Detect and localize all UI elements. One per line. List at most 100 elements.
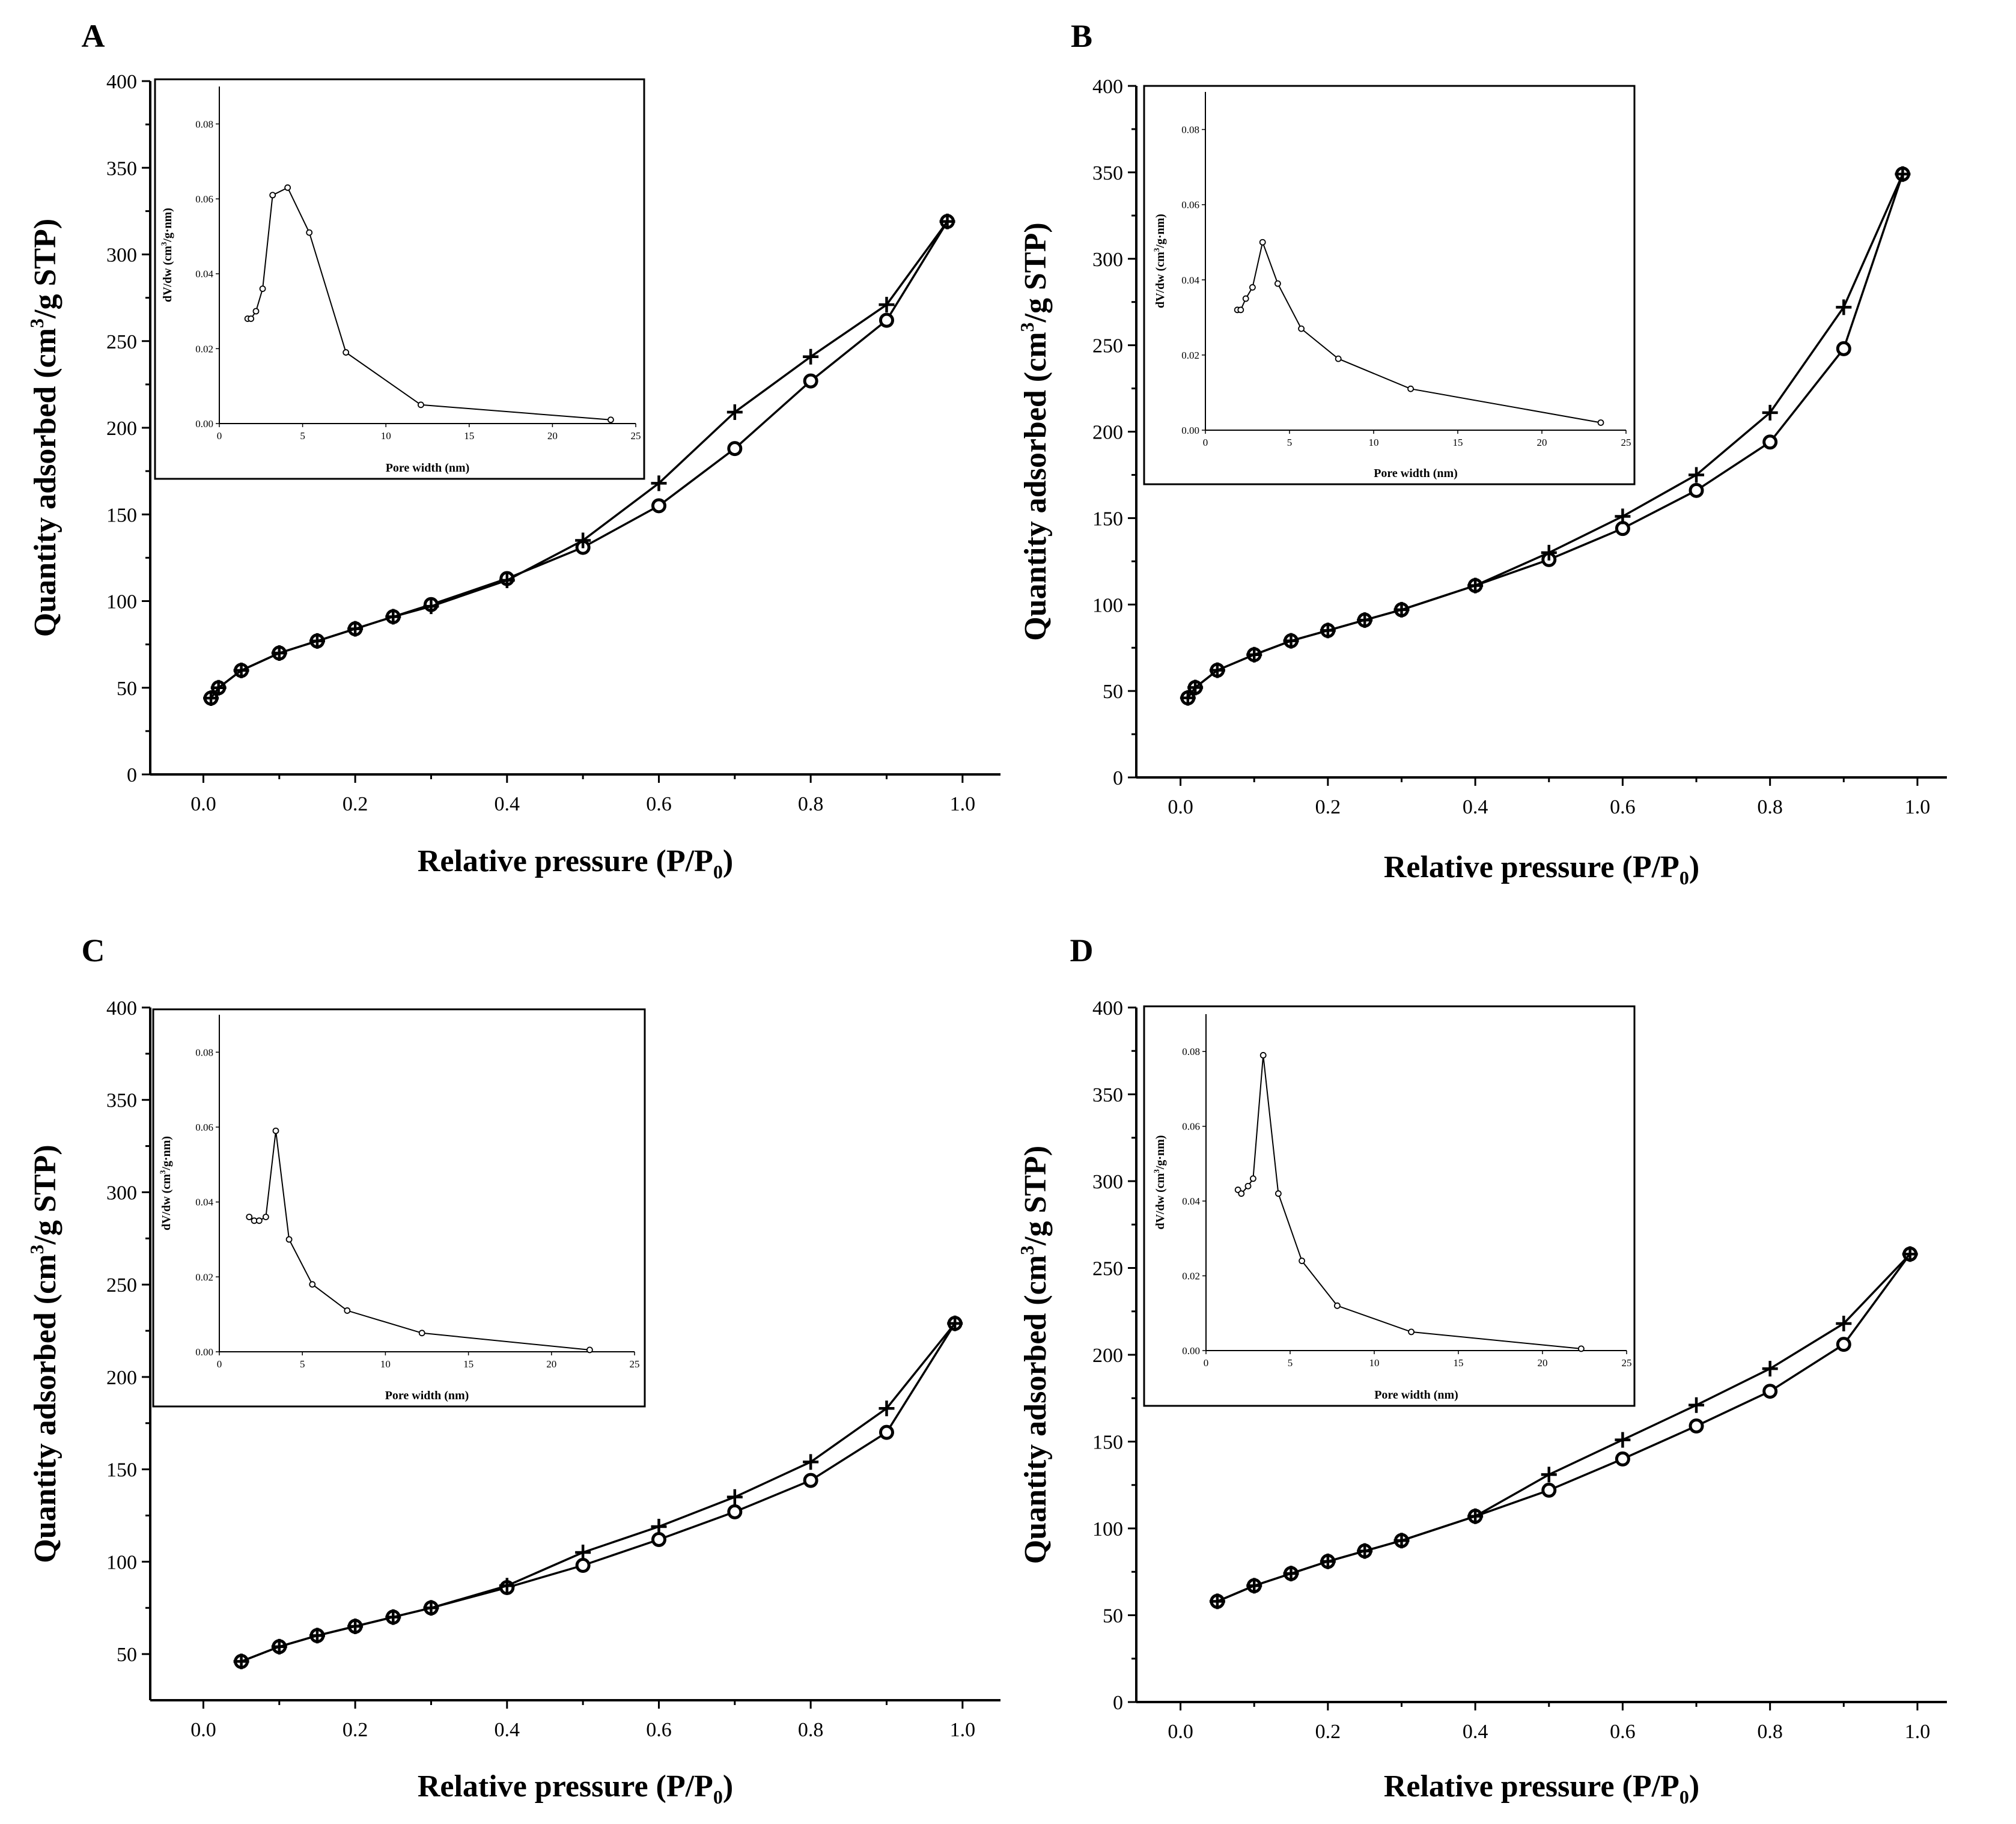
inset-series-line [1237, 1055, 1582, 1349]
y-tick-label: 250 [106, 1274, 137, 1297]
x-axis-label-close: ) [1689, 1769, 1699, 1804]
x-axis-label: Relative pressure (P/P0) [418, 1769, 733, 1808]
x-tick-label: 0.8 [798, 1719, 824, 1741]
desorption-point [947, 1315, 963, 1331]
y-tick-label: 0 [127, 764, 137, 786]
inset-x-tick-label: 0 [217, 430, 222, 442]
inset-y-tick-label: 0.08 [195, 118, 213, 130]
desorption-point [1357, 612, 1373, 628]
y-tick-label: 200 [1092, 422, 1123, 444]
inset-y-axis-label-sup: 3 [158, 1170, 167, 1174]
panel-label: A [82, 18, 105, 54]
inset-x-tick-label: 5 [300, 1358, 305, 1370]
inset-y-axis-label: dV/dw (cm3/g·nm) [1152, 1135, 1167, 1229]
inset-x-tick-label: 10 [1369, 437, 1379, 448]
desorption-point [385, 1609, 401, 1625]
x-tick-label: 1.0 [1905, 1721, 1931, 1743]
inset-data-point [246, 1214, 253, 1220]
adsorption-point [1689, 1418, 1704, 1433]
desorption-point [1836, 299, 1852, 315]
desorption-point [651, 475, 667, 491]
adsorption-point [1762, 434, 1778, 450]
inset-y-tick-label: 0.04 [195, 269, 213, 280]
desorption-point [1393, 1533, 1410, 1549]
inset-y-tick-label: 0.06 [1181, 199, 1199, 211]
inset-y-tick-label: 0.04 [1182, 1196, 1200, 1207]
x-tick-label: 0.2 [1315, 1721, 1341, 1743]
desorption-point [1836, 1315, 1852, 1331]
inset-frame [152, 1008, 646, 1408]
y-tick-label: 150 [1092, 1432, 1123, 1454]
inset-y-tick-label: 0.00 [195, 418, 213, 430]
y-tick-label: 300 [106, 245, 137, 267]
y-tick-label: 150 [1092, 508, 1123, 530]
desorption-point [1689, 467, 1705, 483]
y-axis-label-sup: 3 [26, 1244, 47, 1254]
adsorption-point [1615, 1451, 1630, 1467]
inset-x-tick-label: 25 [1621, 437, 1631, 448]
inset-x-tick-label: 25 [1622, 1357, 1632, 1369]
inset-x-tick-label: 25 [630, 1358, 640, 1370]
y-tick-label: 400 [1092, 997, 1123, 1020]
x-axis-label: Relative pressure (P/P0) [1384, 850, 1699, 889]
adsorption-point [1615, 521, 1630, 537]
inset-data-point [1249, 284, 1256, 291]
x-axis-label-main: Relative pressure (P/P [418, 1769, 713, 1804]
inset-y-tick-label: 0.00 [1181, 425, 1199, 436]
adsorption-point [1762, 1384, 1778, 1399]
inset-y-tick-label: 0.06 [195, 1122, 213, 1133]
desorption-point [210, 679, 227, 696]
series-desorption [203, 213, 955, 707]
inset-data-point [1259, 239, 1266, 246]
desorption-point [423, 598, 439, 615]
inset-data-point [1597, 419, 1604, 426]
inset-data-point [1299, 1257, 1306, 1265]
desorption-point [803, 348, 819, 365]
y-axis-label-main: Quantity adsorbed (cm [1019, 1255, 1053, 1564]
inset-y-axis-label-main: dV/dw (cm [1154, 252, 1167, 308]
adsorption-point [727, 1504, 743, 1519]
adsorption-point [651, 1532, 666, 1548]
inset-data-point [1238, 1190, 1245, 1197]
x-axis-label-sub: 0 [713, 1786, 723, 1808]
inset-x-tick-label: 5 [1287, 437, 1293, 448]
y-axis-label-close: /g STP) [28, 1145, 62, 1245]
y-tick-label: 200 [106, 418, 137, 440]
x-tick-label: 0.4 [495, 1719, 520, 1741]
adsorption-point [1836, 341, 1851, 356]
desorption-point [1467, 577, 1484, 594]
inset-x-tick-label: 10 [380, 1358, 391, 1370]
adsorption-point [803, 1473, 818, 1488]
x-tick-label: 0.6 [1610, 796, 1636, 818]
desorption-point [1615, 1432, 1631, 1448]
y-tick-label: 100 [106, 591, 137, 613]
inset-pore-size-distribution: 0.00 0.02 0.04 0.06 0.08 0 5 10 15 20 25 Pore width… [154, 78, 645, 480]
x-tick-label: 0.4 [1463, 796, 1488, 818]
desorption-point [1357, 1543, 1373, 1559]
desorption-point [1246, 1578, 1262, 1594]
inset-data-point [309, 1281, 316, 1288]
y-tick-label: 150 [106, 1459, 137, 1482]
inset-y-tick-label: 0.04 [195, 1197, 213, 1208]
y-axis-label-sup: 3 [1016, 1245, 1038, 1255]
x-tick-label: 1.0 [950, 793, 976, 815]
inset-y-tick-label: 0.00 [1182, 1345, 1200, 1357]
inset-y-axis-label-close: /g·nm) [1154, 1135, 1167, 1170]
y-axis-label: Quantity adsorbed (cm3/g STP) [1016, 1146, 1053, 1564]
inset-y-tick-label: 0.06 [1182, 1121, 1200, 1132]
inset-y-axis-label-main: dV/dw (cm [160, 1174, 173, 1230]
y-tick-label: 50 [1103, 681, 1123, 703]
y-tick-label: 300 [1092, 249, 1123, 271]
inset-pore-size-distribution: 0.00 0.02 0.04 0.06 0.08 0 5 10 15 20 25 Pore width… [1143, 1005, 1636, 1407]
desorption-point [1762, 1361, 1778, 1377]
series-desorption [233, 1315, 963, 1670]
desorption-point [575, 532, 591, 549]
inset-frame [1143, 85, 1636, 485]
inset-x-tick-label: 15 [463, 1358, 474, 1370]
x-axis-label-sub: 0 [713, 861, 723, 883]
x-axis-label-sub: 0 [1679, 1786, 1689, 1808]
inset-x-tick-label: 0 [217, 1358, 222, 1370]
inset-data-point [1259, 1052, 1267, 1059]
desorption-point [726, 404, 743, 421]
